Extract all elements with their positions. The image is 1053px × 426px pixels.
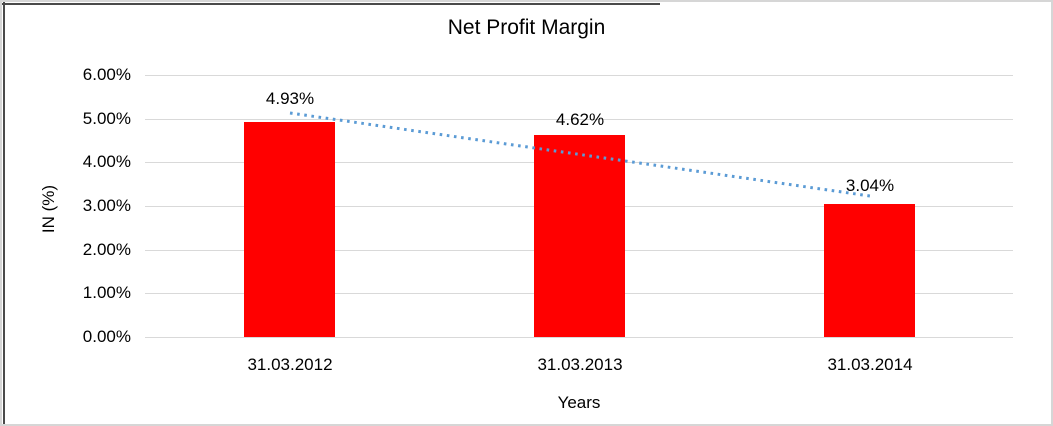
gridline-0pct (145, 337, 1013, 338)
x-tick-label-2013: 31.03.2013 (537, 355, 623, 374)
frame-border-left (3, 2, 5, 424)
data-label-2013: 4.62% (555, 110, 605, 129)
y-tick-label: 5.00% (82, 109, 131, 128)
bar-2014 (824, 204, 915, 337)
y-tick-label: 3.00% (82, 196, 131, 215)
y-tick-label: 1.00% (82, 283, 131, 302)
x-tick-label-2014: 31.03.2014 (827, 355, 913, 374)
data-label-2014: 3.04% (845, 176, 895, 195)
bar-2013 (534, 135, 625, 337)
y-tick-label: 2.00% (82, 240, 131, 259)
frame-border-top (2, 3, 660, 5)
y-tick-label: 4.00% (82, 152, 131, 171)
data-label-2012: 4.93% (265, 89, 315, 108)
chart-title: Net Profit Margin (447, 16, 606, 39)
y-tick-label: 6.00% (82, 65, 131, 84)
x-tick-label-2012: 31.03.2012 (247, 355, 333, 374)
x-axis-title: Years (557, 393, 601, 412)
bar-2012 (244, 122, 335, 337)
gridline-6pct (145, 75, 1013, 76)
y-tick-label: 0.00% (82, 327, 131, 346)
